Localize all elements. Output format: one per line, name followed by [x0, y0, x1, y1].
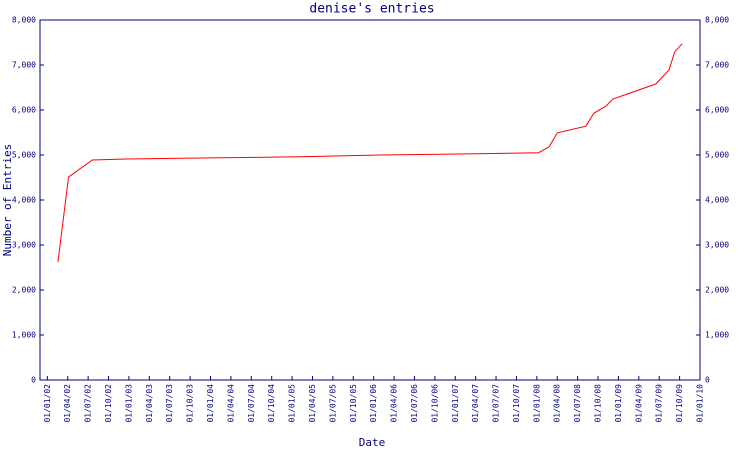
- x-tick-label: 01/01/10: [696, 384, 705, 423]
- y-tick-label: 3,000: [12, 241, 36, 250]
- x-tick-label: 01/07/02: [84, 384, 93, 423]
- plot-frame: [39, 19, 701, 381]
- x-tick-label: 01/07/03: [165, 384, 174, 423]
- y-tick-label: 6,000: [12, 106, 36, 115]
- x-tick-label: 01/01/04: [206, 384, 215, 423]
- x-tick-label: 01/01/06: [369, 384, 378, 423]
- x-tick-label: 01/07/08: [573, 384, 582, 423]
- x-tick-label: 01/01/07: [451, 384, 460, 423]
- y-tick-label: 0: [31, 376, 36, 385]
- y2-tick-label: 0: [705, 376, 710, 385]
- x-tick-label: 01/01/02: [43, 384, 52, 423]
- x-tick-label: 01/07/07: [492, 384, 501, 423]
- x-tick-label: 01/10/08: [594, 384, 603, 423]
- y2-tick-label: 1,000: [705, 331, 729, 340]
- x-tick-label: 01/01/09: [614, 384, 623, 423]
- y2-tick-label: 5,000: [705, 151, 729, 160]
- x-axis-label: Date: [359, 436, 386, 449]
- x-tick-label: 01/07/04: [247, 384, 256, 423]
- x-tick-label: 01/01/03: [124, 384, 133, 423]
- x-tick-label: 01/01/05: [288, 384, 297, 423]
- x-tick-label: 01/10/05: [349, 384, 358, 423]
- x-tick-label: 01/04/03: [145, 384, 154, 423]
- x-tick-label: 01/10/06: [430, 384, 439, 423]
- y-tick-label: 1,000: [12, 331, 36, 340]
- x-tick-label: 01/04/02: [63, 384, 72, 423]
- x-tick-label: 01/01/08: [532, 384, 541, 423]
- y-tick-label: 7,000: [12, 61, 36, 70]
- y2-tick-label: 3,000: [705, 241, 729, 250]
- y-tick-label: 5,000: [12, 151, 36, 160]
- y-tick-label: 8,000: [12, 16, 36, 25]
- x-tick-label: 01/04/07: [471, 384, 480, 423]
- y2-tick-label: 8,000: [705, 16, 729, 25]
- x-tick-label: 01/10/04: [267, 384, 276, 423]
- series-line: [57, 43, 683, 263]
- y-tick-label: 2,000: [12, 286, 36, 295]
- x-tick-label: 01/07/09: [655, 384, 664, 423]
- x-tick-label: 01/04/09: [634, 384, 643, 423]
- x-tick-label: 01/04/08: [553, 384, 562, 423]
- x-tick-label: 01/07/06: [410, 384, 419, 423]
- y-tick-label: 4,000: [12, 196, 36, 205]
- x-tick-label: 01/10/09: [675, 384, 684, 423]
- chart-title: denise's entries: [309, 2, 434, 17]
- y-axis-label: Number of Entries: [1, 144, 14, 257]
- x-tick-label: 01/04/05: [308, 384, 317, 423]
- x-tick-label: 01/10/07: [512, 384, 521, 423]
- y2-tick-label: 6,000: [705, 106, 729, 115]
- y2-tick-label: 7,000: [705, 61, 729, 70]
- x-tick-label: 01/10/02: [104, 384, 113, 423]
- x-tick-label: 01/10/03: [186, 384, 195, 423]
- y2-tick-label: 2,000: [705, 286, 729, 295]
- x-tick-label: 01/04/06: [390, 384, 399, 423]
- y2-tick-label: 4,000: [705, 196, 729, 205]
- x-tick-label: 01/04/04: [226, 384, 235, 423]
- x-tick-label: 01/07/05: [328, 384, 337, 423]
